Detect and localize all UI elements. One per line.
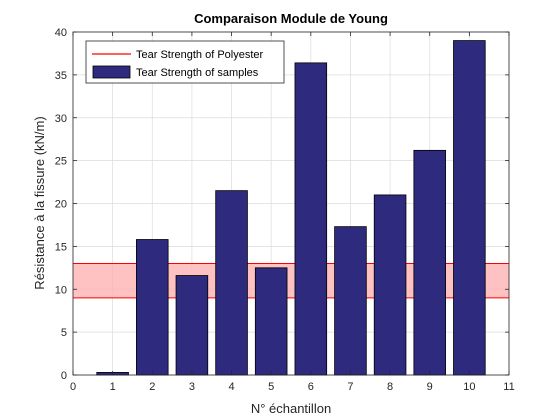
- x-tick-label: 10: [463, 381, 475, 393]
- bars: [96, 40, 486, 376]
- bar-sample-8: [373, 194, 407, 376]
- y-tick-labels: 0 5 10 15 20 25 30 35 40: [55, 27, 67, 382]
- bar-sample-4: [215, 190, 248, 376]
- bar-sample-6: [294, 62, 328, 376]
- x-tick-label: 6: [308, 381, 314, 393]
- x-tick-label: 2: [149, 381, 155, 393]
- y-tick-label: 0: [61, 370, 67, 382]
- legend-swatch-samples: [92, 65, 131, 79]
- legend-label-samples: Tear Strength of samples: [136, 67, 259, 79]
- x-axis-label: N° échantillon: [251, 401, 331, 416]
- y-tick-label: 15: [55, 241, 67, 253]
- y-tick-label: 30: [55, 113, 67, 125]
- bar-sample-9: [413, 149, 446, 376]
- bar-sample-2: [136, 239, 169, 376]
- bar-sample-3: [175, 275, 209, 376]
- x-tick-label: 7: [347, 381, 353, 393]
- x-tick-label: 5: [268, 381, 274, 393]
- y-tick-label: 25: [55, 156, 67, 168]
- y-tick-label: 20: [55, 199, 67, 211]
- x-tick-label: 1: [110, 381, 116, 393]
- x-tick-label: 0: [70, 381, 76, 393]
- y-tick-label: 10: [55, 284, 67, 296]
- y-tick-label: 5: [61, 327, 67, 339]
- bar-sample-10: [453, 40, 486, 376]
- y-axis-label: Résistance à la fissure (kN/m): [32, 116, 47, 289]
- y-tick-label: 40: [55, 27, 67, 39]
- x-tick-label: 4: [228, 381, 234, 393]
- y-tick-label: 35: [55, 70, 67, 82]
- x-tick-labels: 0 1 2 3 4 5 6 7 8 9 10 11: [70, 381, 515, 393]
- bar-sample-5: [254, 267, 288, 376]
- chart-title: Comparaison Module de Young: [194, 11, 388, 26]
- bar-sample-7: [334, 226, 367, 376]
- legend: Tear Strength of Polyester Tear Strength…: [85, 40, 285, 84]
- legend-label-polyester: Tear Strength of Polyester: [136, 49, 264, 61]
- x-tick-label: 9: [427, 381, 433, 393]
- x-tick-label: 11: [503, 381, 514, 393]
- axis-ticks: [72, 31, 510, 376]
- x-tick-label: 8: [387, 381, 393, 393]
- x-tick-label: 3: [189, 381, 195, 393]
